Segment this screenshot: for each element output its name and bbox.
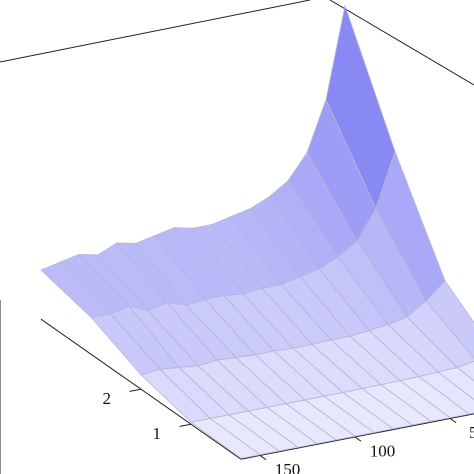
frame-edge <box>0 0 311 63</box>
x-tick-label: 150 <box>275 460 301 474</box>
x-tick <box>259 455 267 461</box>
y-tick <box>129 388 142 392</box>
x-tick-label: 50 <box>469 423 474 442</box>
x-tick-label: 100 <box>370 441 396 460</box>
y-tick <box>179 423 192 427</box>
x-tick <box>449 418 457 424</box>
y-tick-label: 1 <box>153 424 162 443</box>
surface-patch <box>456 360 474 382</box>
x-tick <box>354 436 362 442</box>
y-tick-label: 2 <box>103 389 112 408</box>
surface-patch <box>425 280 474 359</box>
axis-line <box>40 318 474 460</box>
frame-edge <box>329 0 474 86</box>
